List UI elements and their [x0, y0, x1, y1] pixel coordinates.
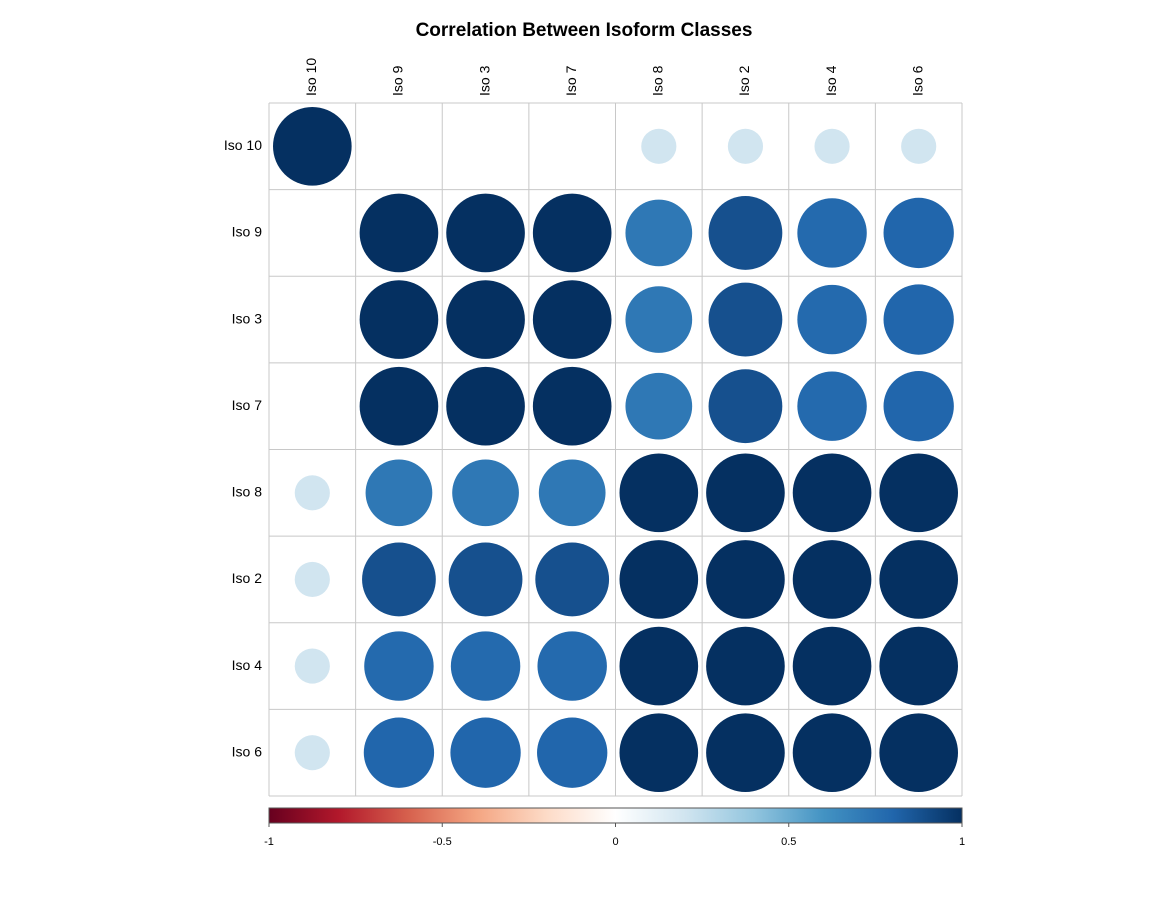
row-label: Iso 7: [232, 397, 263, 413]
correlation-circle: [448, 542, 523, 617]
correlation-circle: [294, 475, 330, 511]
colorbar-ticks: -1 -0.5 0 0.5 1: [264, 823, 965, 848]
column-label: Iso 8: [650, 65, 666, 96]
correlation-circle: [814, 128, 850, 164]
correlation-circle: [883, 197, 954, 269]
correlation-circle: [446, 280, 525, 359]
correlation-circle: [538, 459, 606, 527]
correlation-circle: [446, 366, 525, 446]
correlation-circle: [883, 284, 954, 355]
correlation-circle: [708, 369, 783, 444]
column-label: Iso 2: [736, 65, 752, 96]
correlation-circle: [359, 280, 439, 359]
column-label: Iso 3: [476, 65, 492, 96]
correlation-circle: [537, 631, 607, 701]
column-label: Iso 7: [563, 65, 579, 96]
correlation-circle: [901, 128, 937, 164]
correlation-circle: [708, 196, 783, 270]
colorbar-tick-label: 0.5: [781, 836, 796, 848]
column-label: Iso 4: [823, 65, 839, 96]
correlation-circle: [619, 540, 699, 619]
column-label: Iso 6: [909, 65, 925, 96]
correlation-circle: [625, 199, 693, 267]
correlation-circle: [641, 128, 677, 164]
column-label: Iso 9: [390, 65, 406, 96]
colorbar-tick-label: -0.5: [433, 836, 452, 848]
correlation-circle: [625, 372, 693, 440]
correlation-circle: [273, 107, 352, 186]
correlation-circle: [532, 193, 612, 273]
correlation-circle: [452, 459, 519, 527]
correlation-circle: [359, 366, 439, 446]
correlation-circle: [364, 631, 434, 701]
correlation-circle: [727, 128, 764, 164]
column-labels: Iso 10 Iso 9 Iso 3 Iso 7 Iso 8 Iso 2 Iso 4 Iso …: [303, 58, 925, 96]
correlation-circle: [294, 561, 330, 598]
row-label: Iso 3: [232, 310, 263, 326]
correlation-circle: [883, 371, 954, 442]
correlation-circle: [359, 193, 439, 273]
correlation-circle: [365, 459, 433, 527]
colorbar-tick-label: -1: [264, 836, 274, 848]
correlation-circle: [619, 453, 699, 533]
colorbar-tick-label: 1: [959, 836, 965, 848]
correlation-circle: [792, 453, 872, 533]
correlation-circle: [450, 631, 521, 701]
correlation-circle: [797, 198, 867, 268]
correlation-circle: [532, 366, 612, 446]
correlation-circle: [879, 540, 958, 619]
correlation-circle: [706, 626, 785, 706]
correlation-circle: [535, 542, 610, 617]
correlation-circle: [706, 453, 785, 533]
correlation-circle: [706, 713, 785, 792]
correlation-circle: [797, 284, 867, 355]
row-label: Iso 10: [224, 137, 262, 153]
row-label: Iso 8: [232, 484, 263, 500]
correlation-circle: [362, 542, 436, 617]
row-labels: Iso 10 Iso 9 Iso 3 Iso 7 Iso 8 Iso 2 Iso 4 Iso …: [224, 137, 262, 759]
correlation-circle: [446, 193, 525, 273]
correlation-circle: [619, 713, 699, 792]
correlation-circle: [792, 713, 872, 792]
correlation-circle: [294, 735, 330, 771]
correlation-circle: [537, 717, 608, 788]
correlation-circle: [792, 540, 872, 619]
correlation-circle: [879, 713, 958, 792]
row-label: Iso 4: [232, 657, 263, 673]
correlation-circle: [532, 280, 612, 359]
correlation-circle: [294, 648, 330, 684]
colorbar: [268, 807, 963, 824]
colorbar-tick-label: 0: [612, 836, 618, 848]
correlation-circle: [619, 626, 699, 706]
column-label: Iso 10: [303, 58, 319, 96]
row-label: Iso 2: [232, 570, 263, 586]
correlation-circle: [879, 626, 958, 706]
chart-title: Correlation Between Isoform Classes: [416, 20, 753, 41]
row-label: Iso 9: [232, 224, 263, 240]
correlation-circle: [363, 717, 435, 788]
correlation-circle: [879, 453, 958, 533]
correlation-circle: [797, 371, 867, 441]
correlation-circle: [625, 286, 693, 353]
grid: [268, 102, 963, 797]
correlation-circles: [273, 107, 958, 792]
colorbar-bar: [268, 807, 963, 824]
correlation-circle: [792, 626, 872, 706]
correlation-circle: [450, 717, 521, 788]
correlation-circle: [708, 282, 783, 357]
correlation-circle: [706, 540, 785, 619]
row-label: Iso 6: [232, 743, 263, 759]
